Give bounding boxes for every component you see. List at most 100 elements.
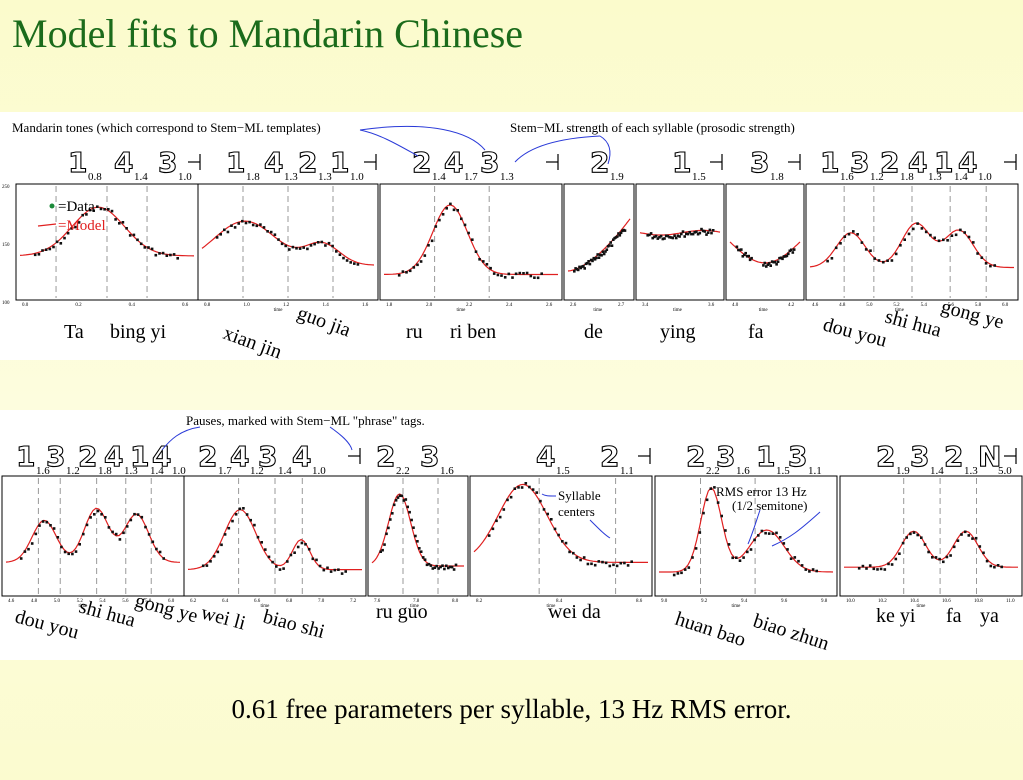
x-tick-label: 8.0: [452, 599, 459, 604]
data-point: [617, 232, 620, 235]
data-point: [176, 257, 179, 260]
data-point: [683, 235, 686, 238]
data-point: [724, 529, 727, 532]
data-point: [242, 507, 245, 510]
data-point: [447, 566, 450, 570]
x-tick-label: 5.8: [975, 303, 982, 308]
data-point: [244, 221, 248, 225]
data-point: [448, 565, 452, 569]
data-point: [418, 547, 421, 550]
syllable-strength: 1.5: [776, 465, 790, 477]
data-point: [929, 233, 932, 237]
data-point: [536, 276, 540, 280]
data-point: [700, 227, 703, 231]
data-point: [982, 551, 985, 555]
data-point: [340, 572, 344, 575]
data-point: [553, 527, 557, 531]
data-point: [709, 487, 713, 490]
data-point: [450, 565, 454, 569]
model-curve: [187, 508, 362, 571]
data-point: [954, 233, 958, 237]
data-point: [658, 236, 661, 239]
data-point: [656, 237, 660, 240]
data-point: [315, 558, 318, 562]
data-point: [659, 234, 663, 238]
x-tick-label: 4.6: [812, 303, 819, 308]
data-point: [972, 241, 975, 244]
data-point: [423, 558, 427, 561]
data-point: [575, 267, 579, 271]
data-point: [478, 258, 481, 261]
data-point: [513, 487, 517, 490]
data-point: [531, 488, 535, 491]
data-point: [445, 564, 448, 568]
data-point: [685, 232, 688, 236]
tone-2-glyph: 2: [412, 146, 431, 179]
data-point: [302, 246, 305, 249]
data-point: [860, 241, 864, 244]
arrow-to-strength-2: [599, 135, 611, 165]
data-point: [967, 534, 971, 537]
data-point: [381, 548, 384, 552]
data-point: [456, 209, 459, 212]
data-point: [568, 550, 571, 554]
data-point: [111, 530, 114, 534]
data-point: [85, 523, 89, 527]
arrow-to-rms-2: [747, 509, 761, 545]
x-tick-label: 6.6: [254, 599, 261, 604]
x-tick-label: 6.4: [222, 599, 229, 604]
tone-1-glyph: 1: [820, 146, 839, 179]
data-point: [586, 261, 589, 265]
tones-annotation: Mandarin tones (which correspond to Stem…: [12, 120, 321, 135]
data-point: [993, 264, 996, 267]
syllable-strength: 1.8: [98, 465, 112, 477]
data-point: [280, 242, 284, 246]
data-point: [234, 513, 238, 516]
syllable-strength: 1.4: [432, 171, 446, 183]
data-point: [437, 567, 440, 570]
x-tick-label: 4.6: [8, 599, 15, 604]
data-point: [502, 508, 506, 511]
data-point: [93, 513, 96, 516]
strength-annotation: Stem−ML strength of each syllable (proso…: [510, 120, 795, 135]
data-point: [154, 253, 158, 257]
data-point: [786, 548, 789, 551]
syllable-strength: 1.3: [500, 171, 514, 183]
data-point: [706, 231, 710, 234]
data-point: [49, 524, 52, 527]
data-point: [876, 568, 879, 571]
data-point: [698, 231, 702, 235]
data-point: [800, 564, 804, 567]
data-point: [89, 516, 92, 519]
data-point: [597, 560, 601, 563]
data-point: [927, 550, 930, 554]
data-point: [165, 254, 169, 257]
data-point: [169, 253, 172, 257]
data-point: [133, 512, 136, 516]
data-point: [286, 560, 289, 563]
data-point: [811, 568, 815, 571]
data-point: [41, 249, 44, 252]
data-point: [345, 259, 349, 262]
tone-2-glyph: 2: [376, 440, 395, 473]
data-point: [856, 233, 859, 236]
x-tick-label: 11.0: [1006, 599, 1015, 604]
data-point: [81, 213, 84, 217]
syllable-strength: 1.3: [284, 171, 298, 183]
data-point: [610, 244, 614, 247]
data-point: [612, 238, 615, 241]
data-point: [788, 249, 792, 253]
tone-1-glyph: 1: [16, 440, 35, 473]
syllable-strength: 1.3: [928, 171, 942, 183]
data-point: [735, 556, 738, 559]
data-point: [693, 231, 696, 234]
data-point: [746, 550, 749, 554]
x-tick-label: 4.2: [788, 303, 795, 308]
data-point: [787, 252, 790, 256]
syllable-label: dou you: [13, 606, 81, 644]
data-point: [471, 238, 474, 241]
data-point: [901, 541, 905, 545]
